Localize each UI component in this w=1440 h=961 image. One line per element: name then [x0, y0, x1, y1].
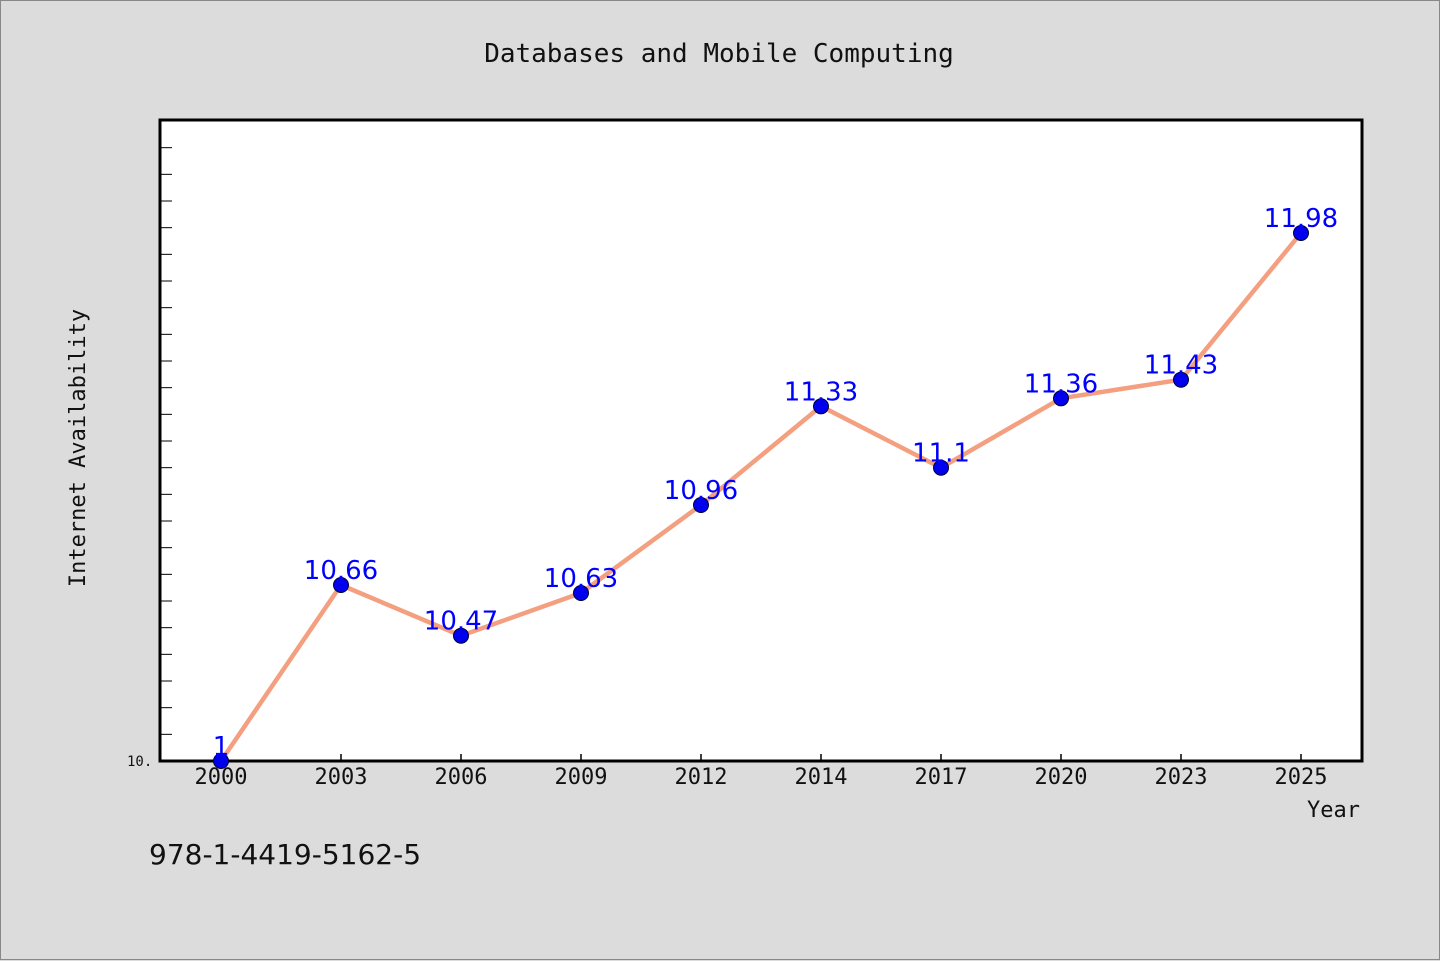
data-point: [1053, 390, 1069, 407]
data-point: [1293, 225, 1309, 241]
x-tick-label: 2020: [1035, 765, 1088, 790]
data-point: [933, 459, 949, 476]
y-axis-ticks: [160, 147, 172, 735]
data-label: 10.47: [424, 607, 498, 637]
y-axis-label: Internet Availability: [66, 309, 91, 587]
chart-title: Databases and Mobile Computing: [484, 39, 954, 69]
data-markers: [213, 225, 1309, 769]
data-label: 11.33: [784, 377, 858, 407]
data-label: 11.1: [912, 439, 970, 469]
x-tick-label: 2023: [1155, 765, 1208, 790]
x-axis-tick-labels: 2000 2003 2006 2009 2012 2014 2017 2020 2023 2025: [195, 765, 1328, 790]
x-tick-label: 2006: [435, 765, 488, 790]
x-tick-label: 2014: [795, 765, 848, 790]
data-point: [573, 585, 589, 601]
y-tick-label: 10.: [127, 754, 152, 770]
data-point: [693, 497, 709, 513]
data-label: 10.96: [664, 476, 738, 506]
x-axis-label: Year: [1307, 798, 1360, 823]
data-label: 10.63: [544, 564, 618, 594]
data-point: [1173, 371, 1189, 388]
x-tick-label: 2017: [915, 765, 968, 790]
x-tick-label: 2009: [555, 765, 608, 790]
data-label: 11.98: [1264, 204, 1338, 234]
data-label: 11.43: [1144, 351, 1218, 381]
data-label: 10.66: [304, 556, 378, 586]
data-label: 1: [213, 732, 230, 762]
data-point: [333, 577, 349, 593]
plot-area: [158, 118, 1364, 763]
data-point: [453, 627, 469, 644]
data-label: 11.36: [1024, 369, 1098, 399]
x-tick-label: 2025: [1275, 765, 1328, 790]
isbn-text: 978-1-4419-5162-5: [149, 838, 421, 871]
data-point: [813, 398, 829, 415]
data-labels: 1 10.66 10.47 10.63 10.96 11.33 11.1 11.36 11.43…: [213, 204, 1338, 762]
x-tick-label: 2012: [675, 765, 728, 790]
series-line: [218, 230, 1304, 764]
x-tick-label: 2000: [195, 765, 248, 790]
data-point: [213, 753, 229, 769]
x-tick-label: 2003: [315, 765, 368, 790]
